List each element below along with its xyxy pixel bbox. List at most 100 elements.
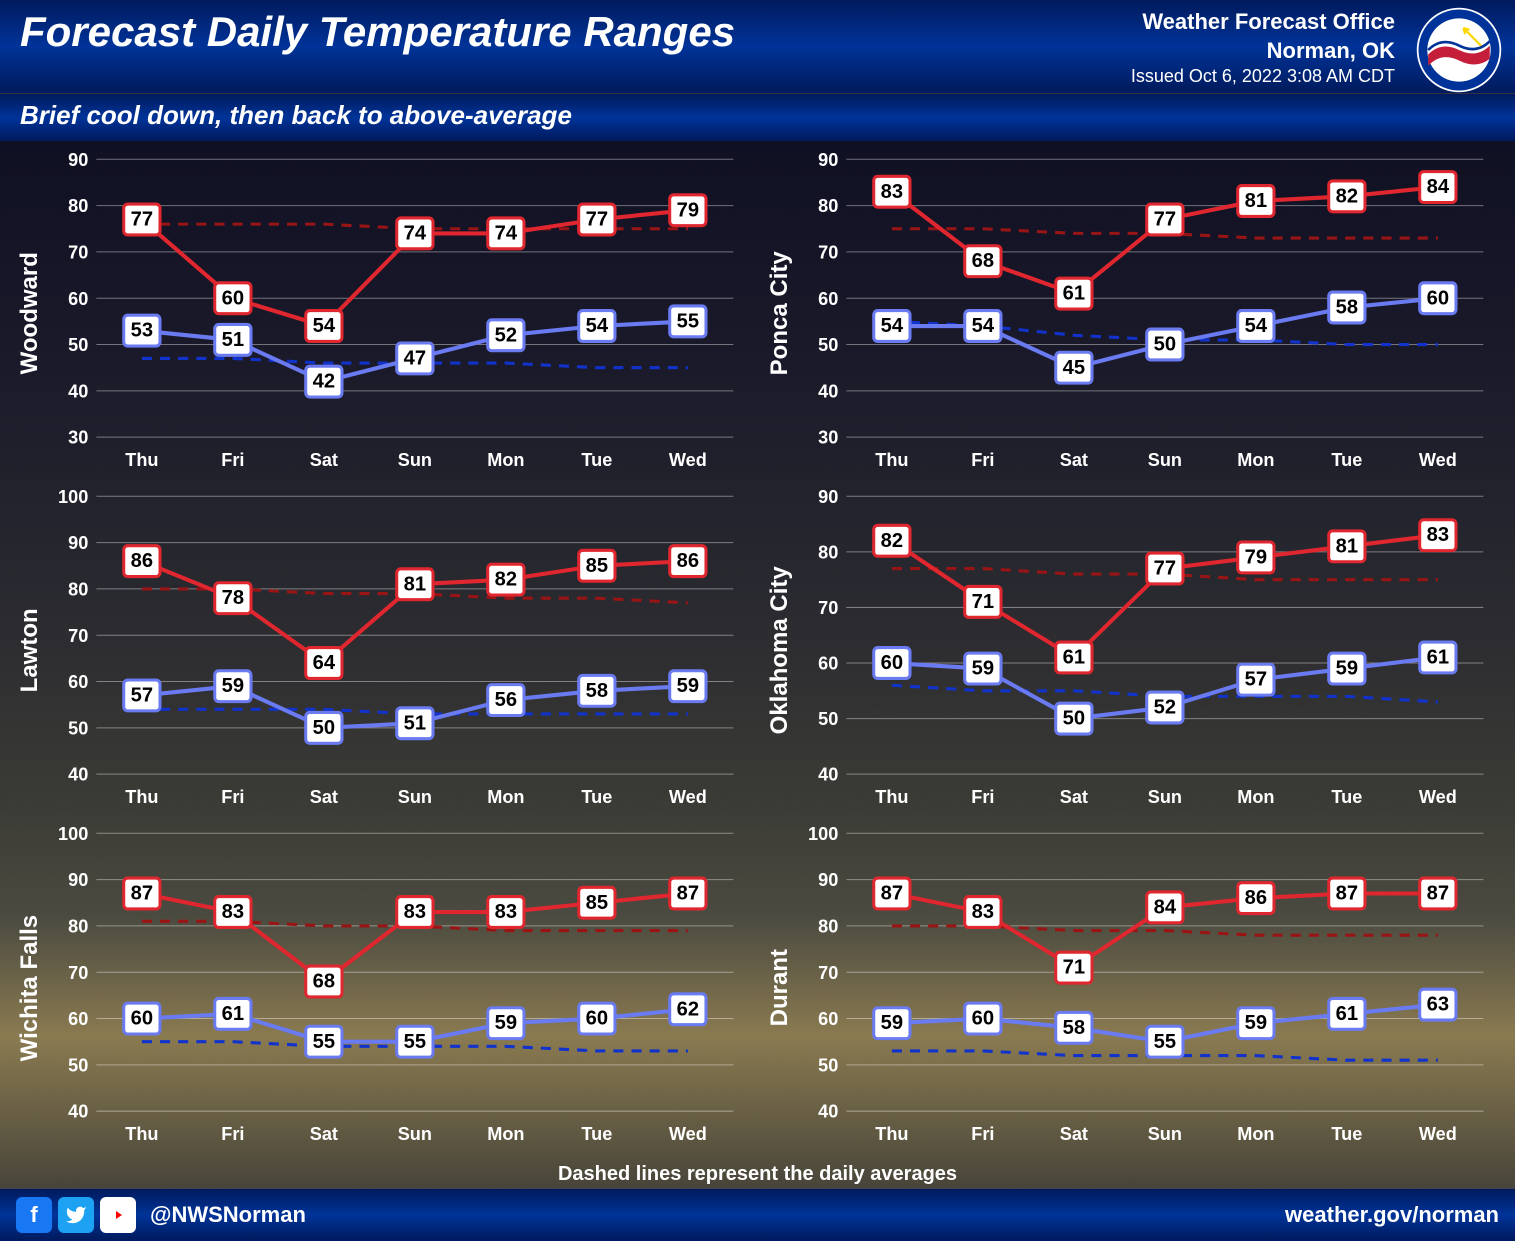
city-label: Lawton xyxy=(12,486,48,815)
low-value-text: 59 xyxy=(971,657,993,679)
low-value-text: 58 xyxy=(1335,296,1357,318)
page-title: Forecast Daily Temperature Ranges xyxy=(20,8,735,56)
y-tick-label: 40 xyxy=(818,1101,838,1122)
high-value-text: 79 xyxy=(1244,546,1266,568)
high-value-text: 77 xyxy=(1153,208,1175,230)
x-tick-label: Thu xyxy=(875,1123,908,1144)
x-tick-label: Mon xyxy=(487,1123,524,1144)
high-value-text: 87 xyxy=(1426,883,1448,905)
low-value-text: 60 xyxy=(1426,287,1448,309)
x-tick-label: Sat xyxy=(1059,1123,1087,1144)
high-value-text: 74 xyxy=(404,222,427,244)
y-tick-label: 70 xyxy=(818,597,838,618)
nws-logo-icon xyxy=(1415,6,1503,94)
x-tick-label: Fri xyxy=(221,448,244,469)
high-value-text: 87 xyxy=(131,883,153,905)
y-tick-label: 60 xyxy=(68,287,88,308)
high-value-text: 68 xyxy=(971,250,993,272)
low-value-text: 50 xyxy=(313,717,335,739)
low-value-text: 53 xyxy=(131,319,153,341)
x-tick-label: Thu xyxy=(125,448,158,469)
high-value-text: 81 xyxy=(1335,535,1357,557)
high-value-text: 87 xyxy=(880,883,902,905)
issued-timestamp: Issued Oct 6, 2022 3:08 AM CDT xyxy=(1131,65,1395,88)
low-value-text: 61 xyxy=(1335,1003,1357,1025)
y-tick-label: 70 xyxy=(818,962,838,983)
high-value-text: 85 xyxy=(586,892,608,914)
y-tick-label: 70 xyxy=(818,241,838,262)
x-tick-label: Thu xyxy=(875,786,908,807)
high-value-text: 83 xyxy=(971,901,993,923)
x-tick-label: Wed xyxy=(1418,786,1456,807)
low-value-text: 54 xyxy=(1244,314,1267,336)
high-value-text: 74 xyxy=(495,222,518,244)
high-value-text: 83 xyxy=(404,901,426,923)
city-label: Oklahoma City xyxy=(762,486,798,815)
y-tick-label: 60 xyxy=(68,671,88,692)
chart-cell-durant: Durant405060708090100ThuFriSatSunMonTueW… xyxy=(762,823,1504,1152)
high-value-text: 60 xyxy=(222,287,244,309)
low-value-text: 54 xyxy=(971,314,994,336)
y-tick-label: 50 xyxy=(68,717,88,738)
city-label: Ponca City xyxy=(762,149,798,478)
low-value-text: 59 xyxy=(495,1012,517,1034)
low-value-text: 62 xyxy=(677,998,699,1020)
chart-svg: 405060708090100ThuFriSatSunMonTueWed8678… xyxy=(48,486,754,815)
y-tick-label: 90 xyxy=(68,532,88,553)
low-value-text: 51 xyxy=(404,712,426,734)
y-tick-label: 70 xyxy=(68,625,88,646)
high-value-text: 87 xyxy=(677,883,699,905)
chart-cell-ponca-city: Ponca City30405060708090ThuFriSatSunMonT… xyxy=(762,149,1504,478)
y-tick-label: 40 xyxy=(68,763,88,784)
charts-grid: Woodward30405060708090ThuFriSatSunMonTue… xyxy=(0,141,1515,1161)
low-value-text: 47 xyxy=(404,347,426,369)
chart-body: 405060708090100ThuFriSatSunMonTueWed8783… xyxy=(48,823,754,1152)
x-tick-label: Fri xyxy=(971,786,994,807)
x-tick-label: Wed xyxy=(669,1123,707,1144)
x-tick-label: Sat xyxy=(310,1123,338,1144)
low-value-text: 55 xyxy=(404,1031,426,1053)
low-value-text: 42 xyxy=(313,370,335,392)
high-value-text: 86 xyxy=(1244,887,1266,909)
low-value-text: 60 xyxy=(971,1008,993,1030)
high-value-text: 82 xyxy=(495,568,517,590)
chart-body: 405060708090100ThuFriSatSunMonTueWed8678… xyxy=(48,486,754,815)
high-value-text: 87 xyxy=(1335,883,1357,905)
chart-svg: 405060708090100ThuFriSatSunMonTueWed8783… xyxy=(48,823,754,1152)
y-tick-label: 100 xyxy=(58,486,88,507)
x-tick-label: Tue xyxy=(1331,448,1362,469)
y-tick-label: 80 xyxy=(68,195,88,216)
x-tick-label: Tue xyxy=(1331,1123,1362,1144)
x-tick-label: Sat xyxy=(1059,786,1087,807)
y-tick-label: 40 xyxy=(68,380,88,401)
low-value-text: 52 xyxy=(1153,696,1175,718)
y-tick-label: 90 xyxy=(818,149,838,170)
x-tick-label: Mon xyxy=(1237,1123,1274,1144)
high-value-text: 71 xyxy=(971,591,993,613)
low-value-text: 45 xyxy=(1062,356,1084,378)
y-tick-label: 50 xyxy=(818,334,838,355)
twitter-icon[interactable] xyxy=(58,1197,94,1233)
y-tick-label: 80 xyxy=(68,916,88,937)
footnote: Dashed lines represent the daily average… xyxy=(0,1161,1515,1188)
high-value-text: 83 xyxy=(495,901,517,923)
youtube-icon[interactable] xyxy=(100,1197,136,1233)
x-tick-label: Sat xyxy=(1059,448,1087,469)
low-value-text: 55 xyxy=(1153,1031,1175,1053)
chart-svg: 30405060708090ThuFriSatSunMonTueWed83686… xyxy=(798,149,1504,478)
high-value-text: 81 xyxy=(1244,189,1266,211)
header: Forecast Daily Temperature Ranges Weathe… xyxy=(0,0,1515,94)
high-value-text: 81 xyxy=(404,573,426,595)
high-value-text: 78 xyxy=(222,587,244,609)
high-value-text: 71 xyxy=(1062,957,1084,979)
footer: f @NWSNorman weather.gov/norman xyxy=(0,1188,1515,1241)
x-tick-label: Fri xyxy=(971,448,994,469)
facebook-icon[interactable]: f xyxy=(16,1197,52,1233)
x-tick-label: Mon xyxy=(487,786,524,807)
low-value-text: 50 xyxy=(1062,707,1084,729)
high-value-text: 85 xyxy=(586,555,608,577)
x-tick-label: Tue xyxy=(581,1123,612,1144)
y-tick-label: 80 xyxy=(818,916,838,937)
y-tick-label: 50 xyxy=(818,1054,838,1075)
low-value-text: 60 xyxy=(131,1008,153,1030)
